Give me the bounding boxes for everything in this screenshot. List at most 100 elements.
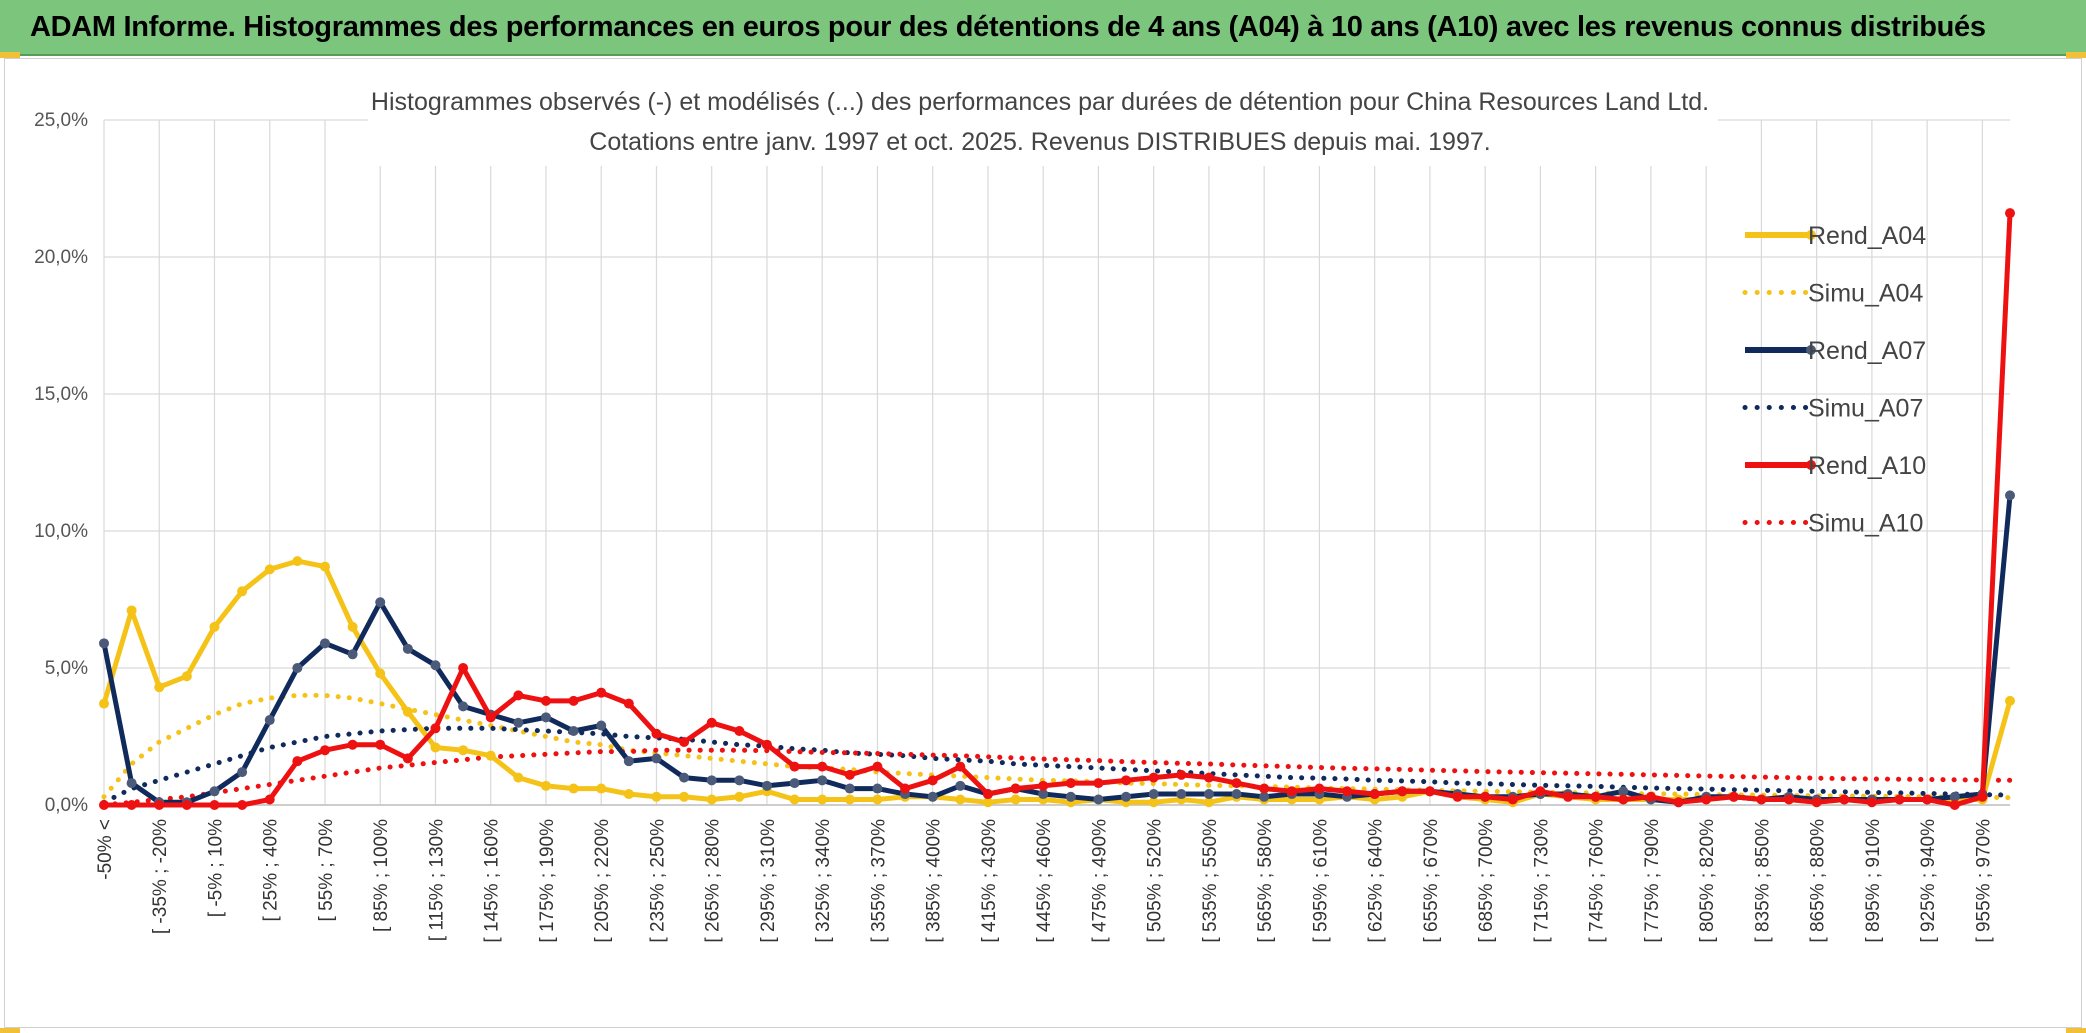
data-point <box>1259 791 1270 802</box>
data-point <box>817 761 828 772</box>
corner-accent-top-right <box>2066 52 2086 58</box>
data-point <box>1507 794 1518 805</box>
data-point <box>1314 783 1325 794</box>
chart-title-line2: Cotations entre janv. 1997 et oct. 2025.… <box>589 128 1490 156</box>
data-point <box>2005 490 2015 501</box>
data-point <box>181 671 192 682</box>
data-point <box>1673 797 1684 808</box>
data-point <box>596 687 607 698</box>
y-tick-label: 5,0% <box>45 658 88 679</box>
data-point <box>1480 791 1491 802</box>
chart-title-background <box>368 80 1718 166</box>
data-point <box>679 791 690 802</box>
data-point <box>844 794 855 805</box>
series-line <box>101 747 2013 808</box>
legend-item: Rend_A10 <box>1745 452 1926 480</box>
data-point <box>126 778 137 789</box>
data-point <box>319 745 330 756</box>
data-point <box>651 728 662 739</box>
data-point <box>955 761 966 772</box>
x-tick-label: [ 715% ; 730% <box>1531 819 1552 943</box>
x-tick-label: [ 145% ; 160% <box>482 819 503 943</box>
data-point <box>789 778 800 789</box>
data-point <box>1839 794 1850 805</box>
y-tick-label: 10,0% <box>34 521 88 542</box>
data-point <box>734 791 745 802</box>
data-point <box>237 586 248 597</box>
data-point <box>237 800 248 810</box>
series-line <box>104 213 2013 808</box>
data-point <box>1203 772 1214 783</box>
data-point <box>209 621 220 632</box>
data-point <box>402 643 413 654</box>
x-tick-label: [ 235% ; 250% <box>647 819 668 943</box>
data-point <box>1784 794 1795 805</box>
data-point <box>1148 797 1159 808</box>
series-rend-a04 <box>99 556 2015 808</box>
series-line <box>101 725 2013 805</box>
data-point <box>927 775 938 786</box>
data-point <box>1038 789 1049 800</box>
data-point <box>679 736 690 747</box>
data-point <box>154 682 165 693</box>
grid-layer <box>103 119 2010 806</box>
data-point <box>1148 789 1159 800</box>
data-point <box>761 739 772 750</box>
data-point <box>568 783 579 794</box>
x-tick-label: [ 475% ; 490% <box>1089 819 1110 943</box>
legend-marker <box>1806 230 1816 240</box>
corner-accent-top-left <box>0 52 20 58</box>
data-point <box>540 695 551 706</box>
data-point <box>1756 794 1767 805</box>
data-point <box>1949 800 1960 810</box>
data-point <box>1176 769 1187 780</box>
data-point <box>264 794 275 805</box>
data-point <box>568 726 579 737</box>
data-point <box>209 800 220 810</box>
corner-accent-bottom-left <box>0 1028 20 1033</box>
x-tick-label: [ 835% ; 850% <box>1752 819 1773 943</box>
x-tick-label: [ 565% ; 580% <box>1255 819 1276 943</box>
data-point <box>734 775 745 786</box>
x-tick-label: [ 655% ; 670% <box>1421 819 1442 943</box>
x-tick-label: [ 175% ; 190% <box>537 819 558 943</box>
data-point <box>982 797 993 808</box>
chart-title-block: Histogrammes observés (-) et modélisés (… <box>368 80 1718 166</box>
data-point <box>402 706 413 717</box>
data-point <box>347 739 358 750</box>
data-point <box>126 605 137 616</box>
data-point <box>1259 783 1270 794</box>
y-tick-label: 20,0% <box>34 247 88 268</box>
data-point <box>789 761 800 772</box>
x-tick-label: [ 55% ; 70% <box>316 819 337 922</box>
data-point <box>1121 775 1132 786</box>
data-point <box>99 698 109 709</box>
data-point <box>513 717 524 728</box>
x-tick-label: [ 85% ; 100% <box>371 819 392 932</box>
data-point <box>99 638 109 649</box>
x-tick-label: [ 265% ; 280% <box>703 819 724 943</box>
chart-legend: Rend_A04 Simu_A04 Rend_A07 Simu_A07 Rend_A10… <box>1742 222 1926 538</box>
data-point <box>430 742 441 753</box>
corner-accent-bottom-right <box>2066 1028 2086 1033</box>
data-point <box>1286 786 1297 797</box>
data-point <box>1093 778 1104 789</box>
x-tick-label: [ 415% ; 430% <box>979 819 1000 943</box>
legend-item: Rend_A07 <box>1745 337 1926 365</box>
data-point <box>982 789 993 800</box>
legend-label: Rend_A10 <box>1808 452 1926 480</box>
x-axis-ticks: -50% < [ -35% ; -20% [ -5% ; 10% [ 25% ; 40… <box>95 819 1994 943</box>
data-point <box>955 794 966 805</box>
data-point <box>513 772 524 783</box>
data-point <box>458 701 469 712</box>
data-point <box>1065 791 1076 802</box>
data-point <box>927 791 938 802</box>
x-tick-label: -50% < <box>95 819 116 880</box>
data-point <box>319 561 330 572</box>
legend-label: Rend_A04 <box>1808 222 1926 250</box>
data-point <box>402 753 413 764</box>
series-simu-a10 <box>101 747 2013 808</box>
x-tick-label: [ 25% ; 40% <box>261 819 282 922</box>
x-tick-label: [ 535% ; 550% <box>1200 819 1221 943</box>
data-point <box>209 786 220 797</box>
